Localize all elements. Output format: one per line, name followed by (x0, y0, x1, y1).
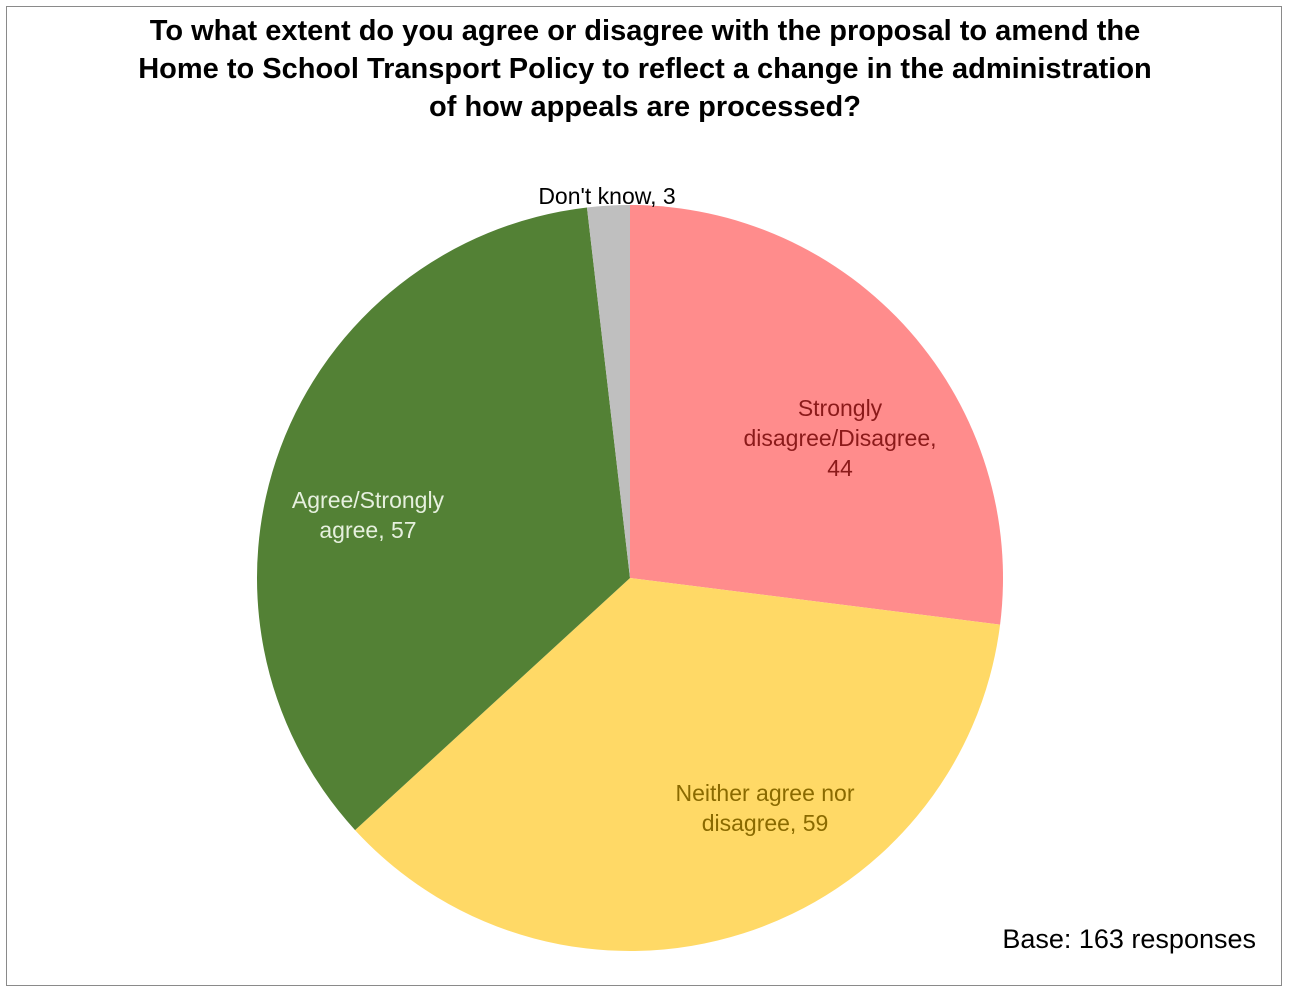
data-label-line: Agree/Strongly (292, 487, 445, 513)
pie-slice-strongly-disagree-disagree (630, 205, 1004, 625)
chart-title-line: To what extent do you agree or disagree … (149, 15, 1141, 47)
pie-slice-agree-strongly-agree (256, 207, 630, 831)
data-label-line: disagree, 59 (702, 810, 829, 836)
data-label-line: 44 (827, 455, 853, 481)
data-label-strongly-disagree-disagree: Strongly disagree/Disagree, 44 (743, 395, 936, 481)
chart-title-line: Home to School Transport Policy to refle… (138, 53, 1152, 85)
base-note: Base: 163 responses (1002, 924, 1256, 954)
pie-slice-neither-agree-nor-disagree (355, 578, 1001, 952)
data-label-agree-strongly-agree: Agree/Strongly agree, 57 (292, 487, 445, 543)
pie-slice-don-t-know (586, 205, 630, 578)
data-label-line: agree, 57 (319, 517, 416, 543)
chart-title: To what extent do you agree or disagree … (40, 12, 1250, 126)
data-label-line: Neither agree nor (676, 780, 855, 806)
data-label-don-t-know: Don't know, 3 (538, 183, 675, 209)
data-label-neither-agree-nor-disagree: Neither agree nor disagree, 59 (676, 780, 855, 836)
chart-title-line: of how appeals are processed? (429, 91, 861, 123)
data-label-line: Strongly (798, 395, 883, 421)
data-label-line: Don't know, 3 (538, 183, 675, 209)
data-label-line: disagree/Disagree, (743, 425, 936, 451)
